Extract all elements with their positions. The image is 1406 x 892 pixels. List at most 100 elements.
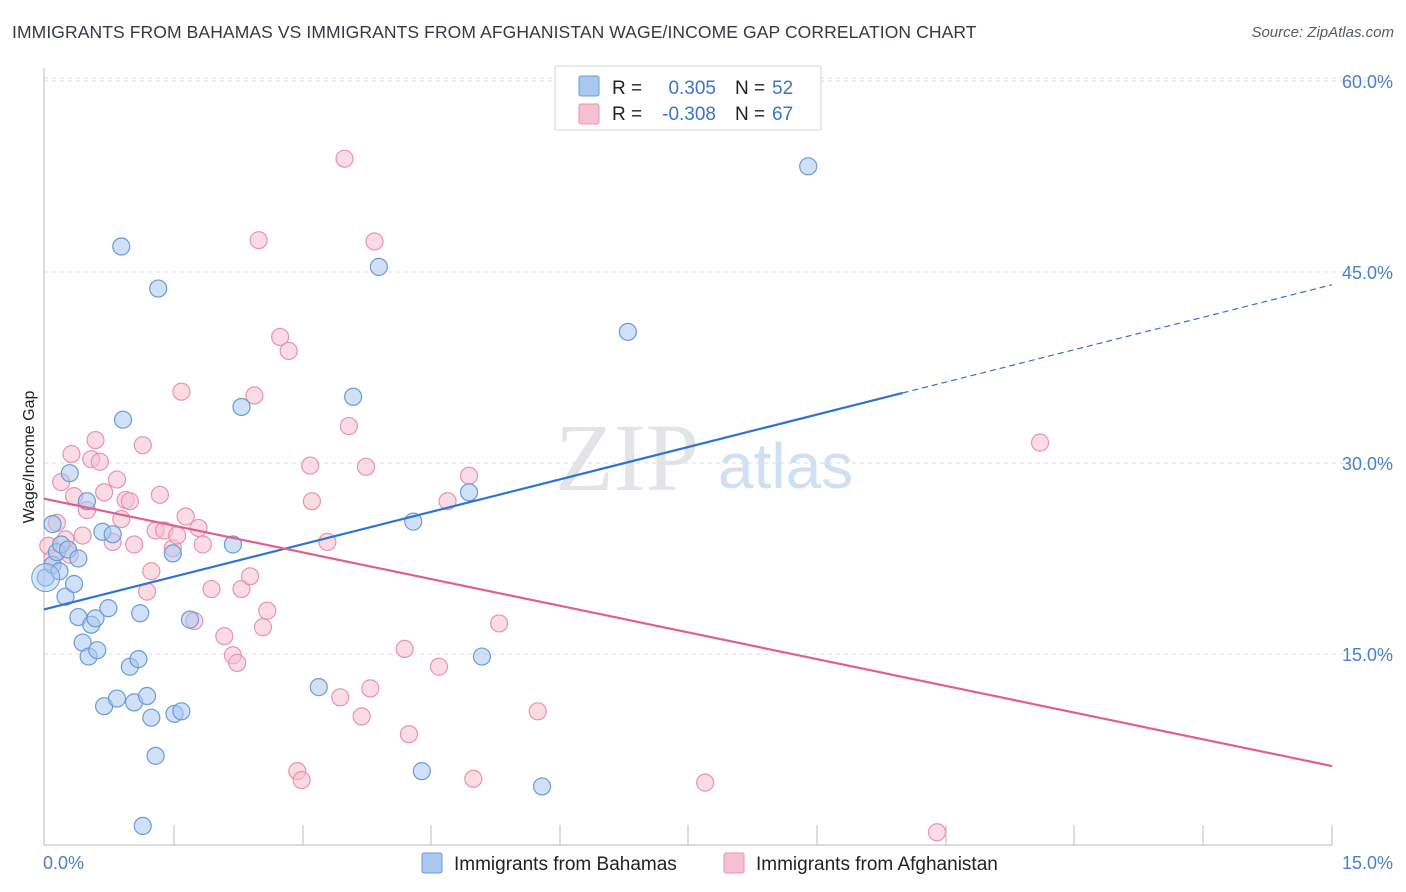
bahamas-point <box>60 464 79 483</box>
bahamas-point <box>137 686 157 706</box>
afghanistan-point <box>90 452 109 471</box>
afghanistan-point <box>176 507 195 526</box>
afghanistan-point <box>331 688 350 707</box>
x-tick-label-min: 0.0% <box>43 853 84 873</box>
legend: R = 0.305 N = 52 R = -0.308 N = 67 <box>554 65 822 131</box>
watermark-atlas: atlas <box>718 430 853 502</box>
legend-swatch-bahamas <box>578 75 600 97</box>
bahamas-point <box>131 604 150 623</box>
bahamas-points <box>31 157 818 836</box>
afghanistan-point <box>399 725 419 744</box>
afghanistan-point <box>279 341 298 361</box>
afghanistan-point <box>927 823 947 842</box>
watermark-zip: ZIP <box>555 404 699 511</box>
y-tick-labels: 15.0% 30.0% 45.0% 60.0% <box>1342 72 1393 665</box>
bahamas-trend-extension <box>902 284 1333 394</box>
afghanistan-point <box>215 627 234 646</box>
bahamas-point <box>129 649 148 669</box>
afghanistan-point <box>189 518 208 538</box>
afghanistan-point <box>339 416 358 436</box>
afghanistan-point <box>335 149 354 168</box>
bahamas-point <box>309 678 328 697</box>
afghanistan-point <box>62 444 81 464</box>
bottom-legend: Immigrants from Bahamas Immigrants from … <box>421 852 998 875</box>
bahamas-point <box>172 702 191 721</box>
afghanistan-point <box>352 707 371 726</box>
afghanistan-point <box>240 567 260 586</box>
bahamas-point <box>77 492 97 511</box>
y-tick-label-45: 45.0% <box>1342 263 1393 283</box>
afghanistan-point <box>356 457 376 476</box>
bahamas-point <box>86 609 105 628</box>
bahamas-point <box>412 762 431 781</box>
afghanistan-point <box>125 535 144 554</box>
x-tick-label-max: 15.0% <box>1342 853 1393 873</box>
bahamas-point <box>107 689 127 708</box>
bahamas-point <box>149 279 168 298</box>
afghanistan-point <box>228 653 247 673</box>
bahamas-point <box>344 387 363 406</box>
afghanistan-point <box>271 327 290 347</box>
bahamas-point <box>223 535 243 554</box>
bahamas-point <box>133 816 152 836</box>
afghanistan-point <box>429 657 449 676</box>
axes <box>43 68 1333 846</box>
afghanistan-point <box>133 436 152 455</box>
bottom-legend-label-bahamas: Immigrants from Bahamas <box>454 854 677 875</box>
bahamas-point <box>69 549 88 568</box>
afghanistan-point <box>459 466 479 485</box>
bahamas-point <box>618 322 637 341</box>
chart-title: IMMIGRANTS FROM BAHAMAS VS IMMIGRANTS FR… <box>12 22 977 42</box>
afghanistan-trend-line <box>43 497 1333 768</box>
afghanistan-point <box>193 535 212 554</box>
afghanistan-point <box>489 614 509 633</box>
trend-lines <box>43 284 1333 768</box>
afghanistan-point <box>361 679 380 698</box>
afghanistan-point <box>365 232 384 251</box>
bahamas-point <box>146 746 165 765</box>
afghanistan-point <box>395 639 414 659</box>
afghanistan-point <box>253 618 273 637</box>
legend-n-value-bahamas: 52 <box>772 78 793 99</box>
afghanistan-point <box>302 492 322 511</box>
bahamas-point <box>113 410 133 429</box>
bahamas-point <box>142 708 161 727</box>
afghanistan-point <box>107 470 127 489</box>
bahamas-point <box>56 587 75 606</box>
afghanistan-point <box>73 526 92 545</box>
bahamas-point <box>88 641 107 660</box>
afghanistan-point <box>202 579 221 599</box>
y-tick-label-60: 60.0% <box>1342 72 1393 92</box>
bahamas-point <box>369 257 388 277</box>
legend-swatch-afghanistan <box>578 103 600 125</box>
bahamas-point <box>43 515 62 534</box>
bahamas-cluster-point <box>31 563 61 593</box>
bahamas-point <box>103 525 122 544</box>
bahamas-trend-line <box>43 391 903 611</box>
grid-lines <box>44 77 1393 655</box>
source-label: Source: ZipAtlas.com <box>1251 24 1394 41</box>
afghanistan-point <box>245 386 264 405</box>
legend-r-value-afghanistan: -0.308 <box>662 104 716 125</box>
afghanistan-point <box>120 492 139 511</box>
bahamas-point <box>472 647 492 666</box>
bahamas-point <box>99 599 118 618</box>
legend-n-label-bahamas: N = <box>735 78 765 99</box>
bahamas-point <box>64 574 84 594</box>
afghanistan-point <box>438 492 457 511</box>
y-axis-label: Wage/Income Gap <box>21 391 38 524</box>
bottom-legend-label-afghanistan: Immigrants from Afghanistan <box>756 854 998 875</box>
legend-r-label-bahamas: R = <box>612 78 642 99</box>
afghanistan-point <box>95 483 114 502</box>
bahamas-point <box>532 777 552 796</box>
legend-n-value-afghanistan: 67 <box>772 104 793 125</box>
afghanistan-point <box>1030 433 1050 452</box>
bottom-legend-swatch-bahamas <box>421 852 443 874</box>
legend-r-value-bahamas: 0.305 <box>668 78 716 99</box>
afghanistan-point <box>292 770 311 790</box>
bahamas-point <box>112 237 131 256</box>
afghanistan-point <box>528 702 547 721</box>
legend-n-label-afghanistan: N = <box>735 104 765 125</box>
afghanistan-point <box>249 231 268 250</box>
